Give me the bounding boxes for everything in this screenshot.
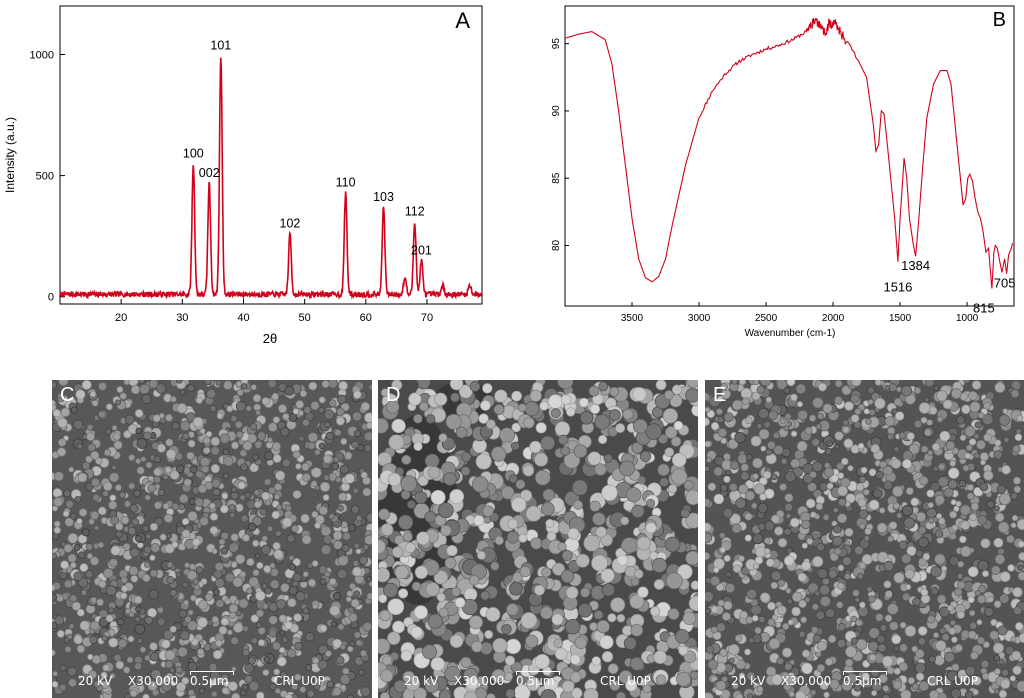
xrd-y-tick-label: 500 (36, 171, 54, 183)
xrd-plot-frame (59, 5, 483, 305)
xrd-peak-label: 002 (199, 166, 220, 180)
sem-image-e: E 20 kV X30,000 0.5µm CRL U0P (705, 380, 1024, 698)
xrd-x-tick-label: 40 (237, 312, 249, 324)
ftir-y-tick-label: 85 (551, 172, 562, 184)
ftir-y-tick-label: 95 (551, 38, 562, 50)
ftir-peak-labels: 1384 1516 815 705 (883, 258, 1015, 315)
sem-info-bar-c: 20 kV X30,000 0.5µm CRL U0P (52, 668, 372, 698)
sem-magnification-e: X30,000 (781, 674, 832, 688)
sem-texture-e (705, 380, 1024, 698)
xrd-y-tick-label: 0 (48, 292, 54, 304)
sem-lab-label-e: CRL U0P (927, 674, 978, 688)
ftir-plot-frame (564, 5, 1015, 307)
ftir-x-ticks: 3500 3000 2500 2000 1500 1000 (621, 302, 979, 324)
xrd-peak-label: 102 (280, 217, 301, 231)
xrd-y-ticks: 0 500 1000 (30, 49, 65, 304)
xrd-panel-letter: A (455, 8, 470, 33)
xrd-peak-label: 100 (183, 146, 204, 160)
xrd-peak-label: 201 (411, 243, 432, 257)
ftir-y-tick-label: 90 (551, 105, 562, 117)
xrd-x-ticks: 20 30 40 50 60 70 (115, 299, 433, 324)
sem-lab-label-c: CRL U0P (274, 674, 325, 688)
xrd-x-tick-label: 30 (176, 312, 188, 324)
ftir-y-tick-label: 80 (551, 239, 562, 251)
xrd-peak-label: 103 (373, 190, 394, 204)
sem-panel-letter-e: E (713, 384, 727, 406)
ftir-spectrum-line (564, 17, 1014, 289)
xrd-peak-label: 112 (405, 205, 425, 219)
sem-scale-label-d: 0.5µm (516, 674, 555, 688)
ftir-peak-label: 1516 (883, 280, 912, 295)
ftir-peak-label: 705 (994, 276, 1016, 291)
sem-info-bar-d: 20 kV X30,000 0.5µm CRL U0P (378, 668, 698, 698)
ftir-x-axis-label: Wavenumber (cm-1) (745, 328, 836, 339)
ftir-x-tick-label: 3500 (621, 313, 644, 324)
xrd-chart: 0 500 1000 20 30 40 50 60 70 100 002 101 102 110 103… (3, 5, 483, 346)
ftir-x-tick-label: 1000 (956, 313, 979, 324)
sem-scale-bar-e (843, 671, 887, 675)
sem-magnification-d: X30,000 (454, 674, 505, 688)
xrd-x-tick-label: 70 (421, 312, 433, 324)
sem-scale-label-e: 0.5µm (843, 674, 882, 688)
ftir-x-tick-label: 1500 (889, 313, 912, 324)
sem-scale-bar-c (190, 671, 234, 675)
sem-image-d: D 20 kV X30,000 0.5µm CRL U0P (378, 380, 698, 698)
sem-voltage-c: 20 kV (78, 674, 113, 688)
ftir-panel-letter: B (993, 9, 1006, 31)
ftir-x-tick-label: 2500 (755, 313, 778, 324)
ftir-peak-label: 1384 (901, 258, 930, 273)
xrd-pattern-line (59, 57, 483, 300)
xrd-x-tick-label: 60 (360, 312, 372, 324)
sem-panel-letter-d: D (386, 384, 401, 406)
ftir-chart: 80 85 90 95 3500 3000 2500 2000 1500 1000 1384 15… (551, 5, 1015, 339)
xrd-peak-labels: 100 002 101 102 110 103 112 201 (183, 39, 432, 258)
sem-texture-c (52, 380, 372, 698)
sem-info-bar-e: 20 kV X30,000 0.5µm CRL U0P (705, 668, 1024, 698)
sem-voltage-d: 20 kV (404, 674, 439, 688)
xrd-x-tick-label: 50 (299, 312, 311, 324)
sem-image-c: C 20 kV X30,000 0.5µm CRL U0P (52, 380, 372, 698)
ftir-peak-label: 815 (973, 301, 995, 316)
xrd-peak-label: 101 (210, 39, 231, 53)
sem-panel-letter-c: C (60, 384, 75, 406)
ftir-y-ticks: 80 85 90 95 (551, 38, 569, 251)
sem-scale-bar-d (516, 671, 560, 675)
sem-lab-label-d: CRL U0P (600, 674, 651, 688)
sem-scale-label-c: 0.5µm (190, 674, 229, 688)
sem-voltage-e: 20 kV (731, 674, 766, 688)
ftir-x-tick-label: 2000 (822, 313, 845, 324)
xrd-y-axis-label: Intensity (a.u.) (3, 117, 17, 193)
xrd-y-tick-label: 1000 (30, 49, 54, 61)
xrd-peak-label: 110 (336, 176, 356, 190)
ftir-x-tick-label: 3000 (688, 313, 711, 324)
xrd-x-tick-label: 20 (115, 312, 127, 324)
sem-texture-d (378, 380, 698, 698)
xrd-x-axis-label: 2θ (263, 331, 277, 346)
sem-magnification-c: X30,000 (128, 674, 179, 688)
